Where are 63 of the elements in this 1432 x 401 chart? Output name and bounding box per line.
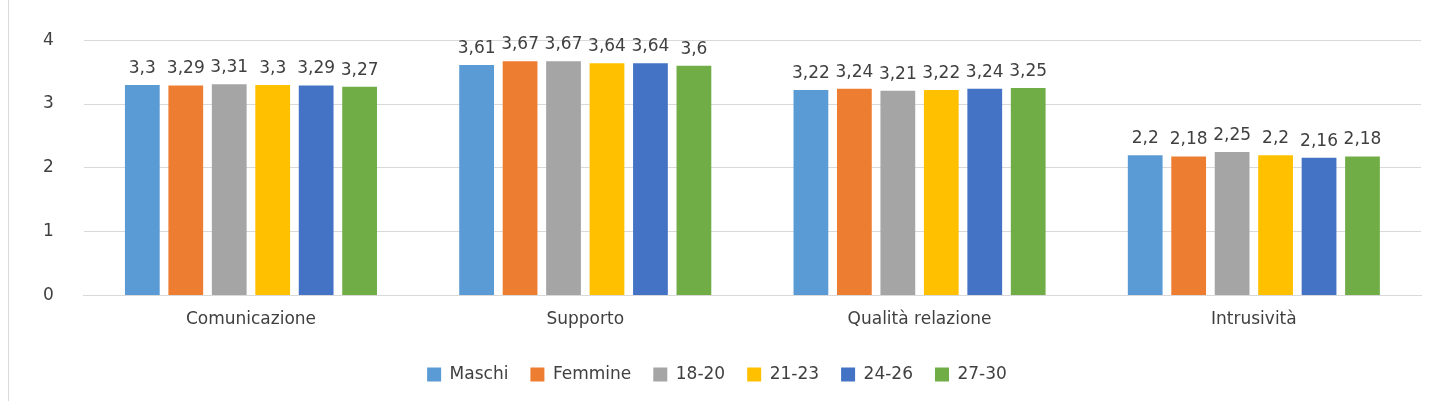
- bar: [1301, 157, 1337, 296]
- data-label: 3,22: [922, 61, 961, 82]
- bar: [502, 61, 538, 296]
- bar: [880, 90, 916, 296]
- bar: [168, 85, 204, 296]
- data-label: 3,27: [340, 58, 379, 79]
- bar: [546, 61, 581, 296]
- data-label: 3,25: [1009, 60, 1048, 81]
- data-label: 3,3: [128, 56, 156, 77]
- y-tick-label: 2: [42, 156, 54, 177]
- x-tick-label: Comunicazione: [185, 308, 317, 329]
- data-label: 3,64: [588, 35, 626, 56]
- data-label: 3,61: [457, 37, 496, 58]
- bar: [124, 84, 160, 296]
- x-tick-label: Qualità relazione: [847, 308, 992, 329]
- y-tick-label: 1: [42, 220, 54, 241]
- bar: [1010, 88, 1046, 296]
- bar: [1171, 156, 1207, 296]
- bar: [1214, 151, 1250, 296]
- y-tick-label: 3: [42, 92, 54, 113]
- data-label: 3,64: [631, 35, 670, 56]
- bar: [1345, 156, 1380, 296]
- legend-label: 21-23: [769, 362, 820, 383]
- bar: [589, 63, 625, 296]
- bar: [211, 84, 247, 296]
- data-label: 2,25: [1213, 123, 1252, 144]
- bar: [633, 63, 668, 296]
- data-label: 3,21: [878, 62, 917, 83]
- legend-label: 24-26: [863, 362, 913, 383]
- x-tick-label: Supporto: [546, 308, 625, 329]
- bar: [676, 65, 712, 296]
- data-label: 3,29: [166, 57, 205, 78]
- legend-label: Maschi: [449, 362, 509, 383]
- bar: [459, 65, 494, 296]
- bar: [836, 88, 872, 296]
- data-label: 3,24: [965, 60, 1004, 81]
- bar: [298, 85, 334, 296]
- y-tick-label: 0: [42, 284, 54, 305]
- bar: [967, 88, 1003, 296]
- bar: [793, 90, 829, 296]
- x-tick-label: Intrusività: [1211, 308, 1297, 329]
- data-label: 3,29: [297, 57, 336, 78]
- y-tick-label: 4: [42, 28, 54, 49]
- bar: [923, 90, 959, 296]
- bar: [255, 84, 291, 296]
- data-label: 3,24: [835, 60, 874, 81]
- legend-label: 27-30: [957, 362, 1007, 383]
- data-label: 2,18: [1169, 128, 1208, 149]
- data-label: 3,31: [210, 56, 249, 77]
- bar: [1127, 155, 1163, 296]
- data-label: 2,2: [1262, 127, 1290, 148]
- data-label: 2,2: [1131, 127, 1159, 148]
- legend-label: 18-20: [675, 362, 726, 383]
- data-label: 3,3: [259, 56, 287, 77]
- data-label: 3,67: [544, 33, 583, 54]
- data-label: 2,16: [1300, 129, 1338, 150]
- data-label: 3,67: [501, 33, 539, 54]
- bar: [342, 86, 377, 296]
- legend-label: Femmine: [552, 362, 632, 383]
- data-label: 3,6: [680, 37, 708, 58]
- bar: [1258, 155, 1293, 296]
- data-label: 3,22: [791, 61, 830, 82]
- data-label: 2,18: [1343, 128, 1382, 149]
